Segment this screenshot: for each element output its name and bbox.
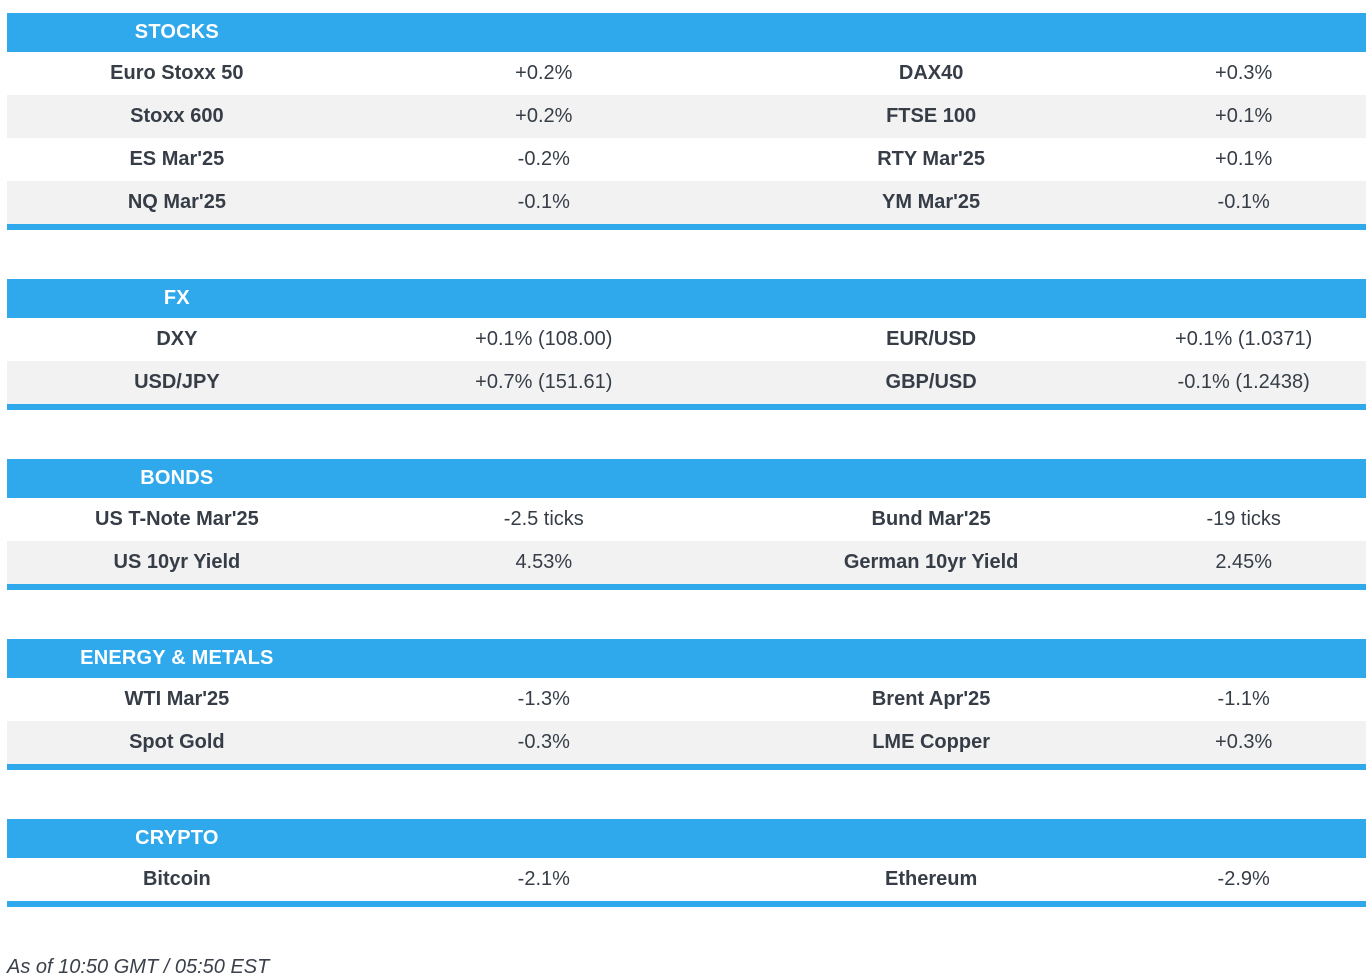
instrument-value: -1.1% [1217,688,1270,710]
instrument-label: YM Mar'25 [882,191,981,213]
section-title: CRYPTO [135,827,219,849]
instrument-label: DXY [156,328,198,350]
instrument-label: German 10yr Yield [843,551,1019,573]
section-header-bar: FX [7,279,1366,318]
instrument-label: RTY Mar'25 [877,148,985,170]
section-underline [7,584,1366,590]
section-header-bar: STOCKS [7,13,1366,52]
instrument-label: GBP/USD [885,371,977,393]
instrument-value: +0.1% [1215,105,1273,127]
table-row: ES Mar'25 -0.2% RTY Mar'25 +0.1% [7,138,1366,181]
table-row: Euro Stoxx 50 +0.2% DAX40 +0.3% [7,52,1366,95]
instrument-label: WTI Mar'25 [124,688,230,710]
section-underline [7,404,1366,410]
instrument-value: +0.2% [515,62,573,84]
section-underline [7,901,1366,907]
timestamp-note: As of 10:50 GMT / 05:50 EST [7,956,270,978]
instrument-value: -0.2% [517,148,570,170]
instrument-label: Spot Gold [129,731,225,753]
instrument-label: USD/JPY [134,371,220,393]
table-row: Bitcoin -2.1% Ethereum -2.9% [7,858,1366,901]
instrument-value: -0.3% [517,731,570,753]
table-row: NQ Mar'25 -0.1% YM Mar'25 -0.1% [7,181,1366,224]
instrument-label: Brent Apr'25 [871,688,991,710]
instrument-value: +0.2% [515,105,573,127]
table-row: US T-Note Mar'25 -2.5 ticks Bund Mar'25 … [7,498,1366,541]
table-row: Spot Gold -0.3% LME Copper +0.3% [7,721,1366,764]
section-bonds: BONDS US T-Note Mar'25 -2.5 ticks Bund M… [7,459,1366,590]
instrument-value: +0.3% [1215,62,1273,84]
instrument-label: Bund Mar'25 [871,508,991,530]
instrument-label: Stoxx 600 [130,105,224,127]
instrument-value: -1.3% [517,688,570,710]
instrument-value: +0.7% (151.61) [475,371,613,393]
section-title: STOCKS [134,21,219,43]
instrument-value: -0.1% [517,191,570,213]
table-row: US 10yr Yield 4.53% German 10yr Yield 2.… [7,541,1366,584]
instrument-label: DAX40 [898,62,964,84]
instrument-value: -19 ticks [1206,508,1281,530]
table-row: USD/JPY +0.7% (151.61) GBP/USD -0.1% (1.… [7,361,1366,404]
section-crypto: CRYPTO Bitcoin -2.1% Ethereum -2.9% [7,819,1366,907]
table-row: Stoxx 600 +0.2% FTSE 100 +0.1% [7,95,1366,138]
instrument-label: FTSE 100 [886,105,977,127]
instrument-value: +0.1% (108.00) [475,328,613,350]
instrument-label: Euro Stoxx 50 [110,62,244,84]
instrument-value: +0.3% [1215,731,1273,753]
section-title: ENERGY & METALS [80,647,274,669]
table-row: DXY +0.1% (108.00) EUR/USD +0.1% (1.0371… [7,318,1366,361]
section-energy-metals: ENERGY & METALS WTI Mar'25 -1.3% Brent A… [7,639,1366,770]
instrument-value: 4.53% [515,551,573,573]
instrument-value: -2.1% [517,868,570,890]
section-underline [7,764,1366,770]
instrument-value: +0.1% (1.0371) [1175,328,1313,350]
section-fx: FX DXY +0.1% (108.00) EUR/USD +0.1% (1.0… [7,279,1366,410]
table-row: WTI Mar'25 -1.3% Brent Apr'25 -1.1% [7,678,1366,721]
instrument-label: Bitcoin [142,868,211,890]
instrument-value: -0.1% [1217,191,1270,213]
instrument-value: +0.1% [1215,148,1273,170]
section-header-bar: BONDS [7,459,1366,498]
section-stocks: STOCKS Euro Stoxx 50 +0.2% DAX40 +0.3% S… [7,13,1366,230]
instrument-value: -2.5 ticks [503,508,584,530]
instrument-label: NQ Mar'25 [127,191,226,213]
instrument-value: -2.9% [1217,868,1270,890]
instrument-value: 2.45% [1215,551,1273,573]
instrument-label: ES Mar'25 [129,148,225,170]
instrument-label: US T-Note Mar'25 [95,508,259,530]
instrument-value: -0.1% (1.2438) [1177,371,1310,393]
instrument-label: EUR/USD [886,328,977,350]
instrument-label: LME Copper [872,731,990,753]
section-title: FX [163,287,190,309]
instrument-label: Ethereum [884,868,978,890]
section-underline [7,224,1366,230]
section-header-bar: CRYPTO [7,819,1366,858]
instrument-label: US 10yr Yield [113,551,241,573]
section-header-bar: ENERGY & METALS [7,639,1366,678]
section-title: BONDS [140,467,214,489]
